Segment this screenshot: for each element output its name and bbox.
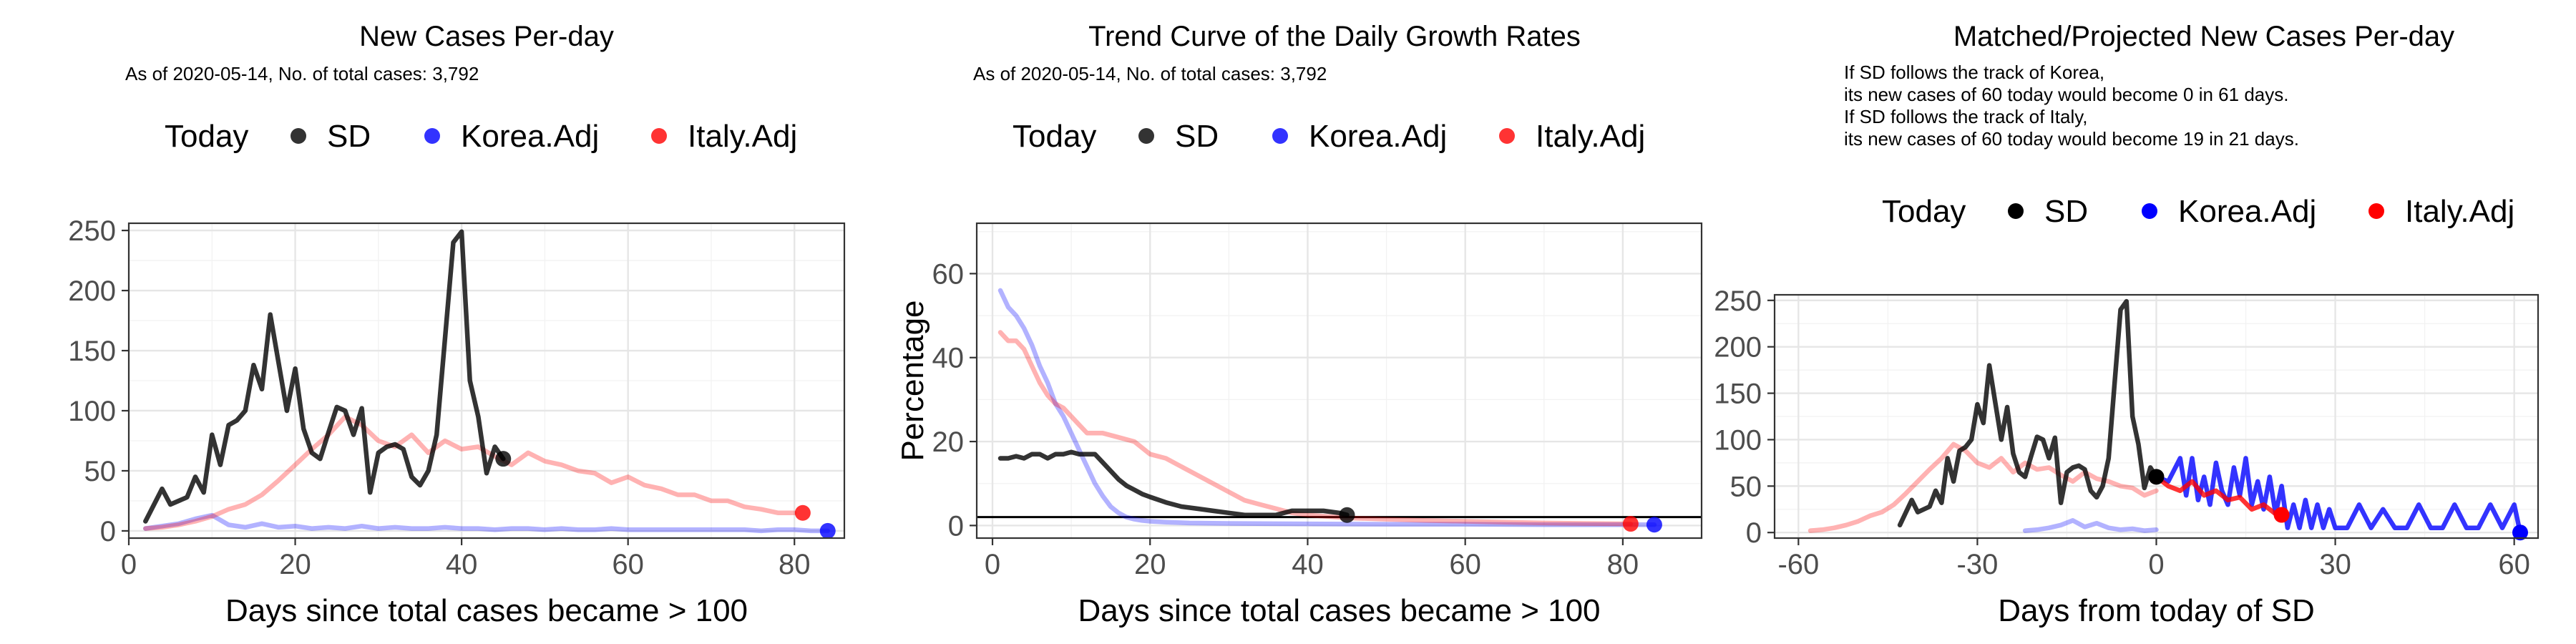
y-tick-label: 200: [1714, 332, 1762, 364]
legend-title: Today: [165, 119, 248, 154]
today-point-italy: [1622, 516, 1639, 532]
y-axis-label: Percentage: [895, 300, 930, 461]
x-tick-label: 20: [1134, 549, 1166, 580]
series-line-korea-adj: [143, 512, 830, 534]
legend: Today SD Korea.Adj Italy.Adj: [1882, 194, 2514, 229]
x-tick-label: 60: [1449, 549, 1481, 580]
today-point-korea: [1646, 517, 1662, 533]
y-tick-label: 40: [932, 343, 965, 374]
series-line-sd: [997, 449, 1350, 517]
y-tick-label: 50: [84, 456, 117, 487]
today-point-sd: [2148, 469, 2165, 485]
legend-label-korea: Korea.Adj: [2178, 194, 2316, 229]
y-tick-label: 100: [68, 396, 116, 427]
chart-subtitle: As of 2020-05-14, No. of total cases: 3,…: [125, 63, 479, 84]
legend-key-italy: [651, 128, 667, 144]
projection-note: If SD follows the track of Italy,: [1844, 106, 2088, 127]
legend-key-korea: [1272, 128, 1288, 144]
today-point-korea: [2512, 525, 2528, 541]
y-tick-label: 20: [932, 426, 965, 458]
legend-key-sd: [2008, 203, 2024, 219]
legend-label-korea: Korea.Adj: [461, 119, 599, 154]
legend-label-sd: SD: [327, 119, 371, 154]
y-tick-label: 100: [1714, 424, 1762, 456]
chart-panel-2: Trend Curve of the Daily Growth Rates As …: [895, 21, 1703, 628]
y-tick-label: 150: [68, 336, 116, 367]
legend-key-sd: [291, 128, 306, 144]
legend-label-italy: Italy.Adj: [688, 119, 797, 154]
today-point-korea: [819, 522, 836, 539]
series-line-italy-adj: [1807, 441, 2159, 533]
projection-note: its new cases of 60 today would become 0…: [1844, 84, 2288, 105]
y-tick-label: 0: [1746, 517, 1762, 549]
legend-key-korea: [2142, 203, 2157, 219]
x-axis-label: Days from today of SD: [1998, 593, 2315, 628]
legend-label-italy: Italy.Adj: [1536, 119, 1645, 154]
today-point-sd: [495, 451, 512, 467]
x-tick-label: 80: [779, 549, 811, 580]
grid: [127, 223, 844, 538]
legend-key-sd: [1138, 128, 1154, 144]
x-tick-label: 40: [446, 549, 478, 580]
y-tick-label: 150: [1714, 379, 1762, 410]
chart-panel-3: Matched/Projected New Cases Per-day If SD…: [1714, 21, 2540, 628]
projection-note: its new cases of 60 today would become 1…: [1844, 128, 2299, 150]
legend-title: Today: [1882, 194, 1966, 229]
legend-label-korea: Korea.Adj: [1309, 119, 1447, 154]
y-tick-label: 60: [932, 258, 965, 290]
today-point-italy: [794, 504, 811, 521]
x-tick-label: 0: [121, 549, 137, 580]
today-point-sd: [1339, 507, 1355, 523]
x-tick-label: 40: [1292, 549, 1324, 580]
series-line-sd: [1897, 298, 2159, 528]
chart-title: Matched/Projected New Cases Per-day: [1953, 21, 2454, 52]
legend-key-korea: [424, 128, 440, 144]
legend-title: Today: [1013, 119, 1096, 154]
chart-title: New Cases Per-day: [359, 21, 614, 52]
series-line-korea-adj: [997, 288, 1657, 527]
y-tick-label: 200: [68, 275, 116, 307]
plot-frame: [127, 222, 846, 540]
legend: Today SD Korea.Adj Italy.Adj: [165, 119, 797, 154]
series-line-italy-adj-projection: [2154, 474, 2284, 517]
x-axis-label: Days since total cases became > 100: [1078, 593, 1600, 628]
y-tick-label: 250: [68, 215, 116, 247]
series-line-korea-adj: [2022, 518, 2159, 533]
y-tick-label: 0: [100, 516, 116, 547]
series-line-sd: [143, 229, 506, 524]
x-axis-label: Days since total cases became > 100: [225, 593, 748, 628]
x-tick-label: 60: [612, 549, 644, 580]
legend-key-italy: [1499, 128, 1515, 144]
y-tick-label: 250: [1714, 286, 1762, 317]
x-tick-label: 80: [1607, 549, 1639, 580]
x-tick-label: 0: [985, 549, 1000, 580]
y-tick-label: 0: [948, 510, 964, 542]
x-tick-label: 20: [279, 549, 311, 580]
legend-label-sd: SD: [2044, 194, 2088, 229]
y-tick-label: 50: [1730, 471, 1762, 502]
legend-key-italy: [2368, 203, 2384, 219]
grid: [1775, 295, 2538, 538]
legend-label-italy: Italy.Adj: [2405, 194, 2514, 229]
chart-title: Trend Curve of the Daily Growth Rates: [1088, 21, 1581, 52]
legend-label-sd: SD: [1175, 119, 1219, 154]
x-tick-label: 30: [2319, 549, 2351, 580]
plot-frame: [975, 222, 1703, 540]
series-line-italy-adj: [997, 330, 1634, 527]
projection-note: If SD follows the track of Korea,: [1844, 62, 2104, 83]
x-tick-label: 0: [2148, 549, 2164, 580]
chart-subtitle: As of 2020-05-14, No. of total cases: 3,…: [973, 63, 1327, 84]
x-tick-label: -30: [1957, 549, 1999, 580]
x-tick-label: -60: [1777, 549, 1819, 580]
grid: [977, 223, 1702, 538]
series-line-korea-adj-projection: [2154, 456, 2523, 535]
chart-panel-1: New Cases Per-day As of 2020-05-14, No. o…: [68, 21, 846, 628]
legend: Today SD Korea.Adj Italy.Adj: [1013, 119, 1645, 154]
series-line-italy-adj: [143, 414, 797, 531]
today-point-italy: [2273, 507, 2290, 523]
x-tick-label: 60: [2498, 549, 2530, 580]
